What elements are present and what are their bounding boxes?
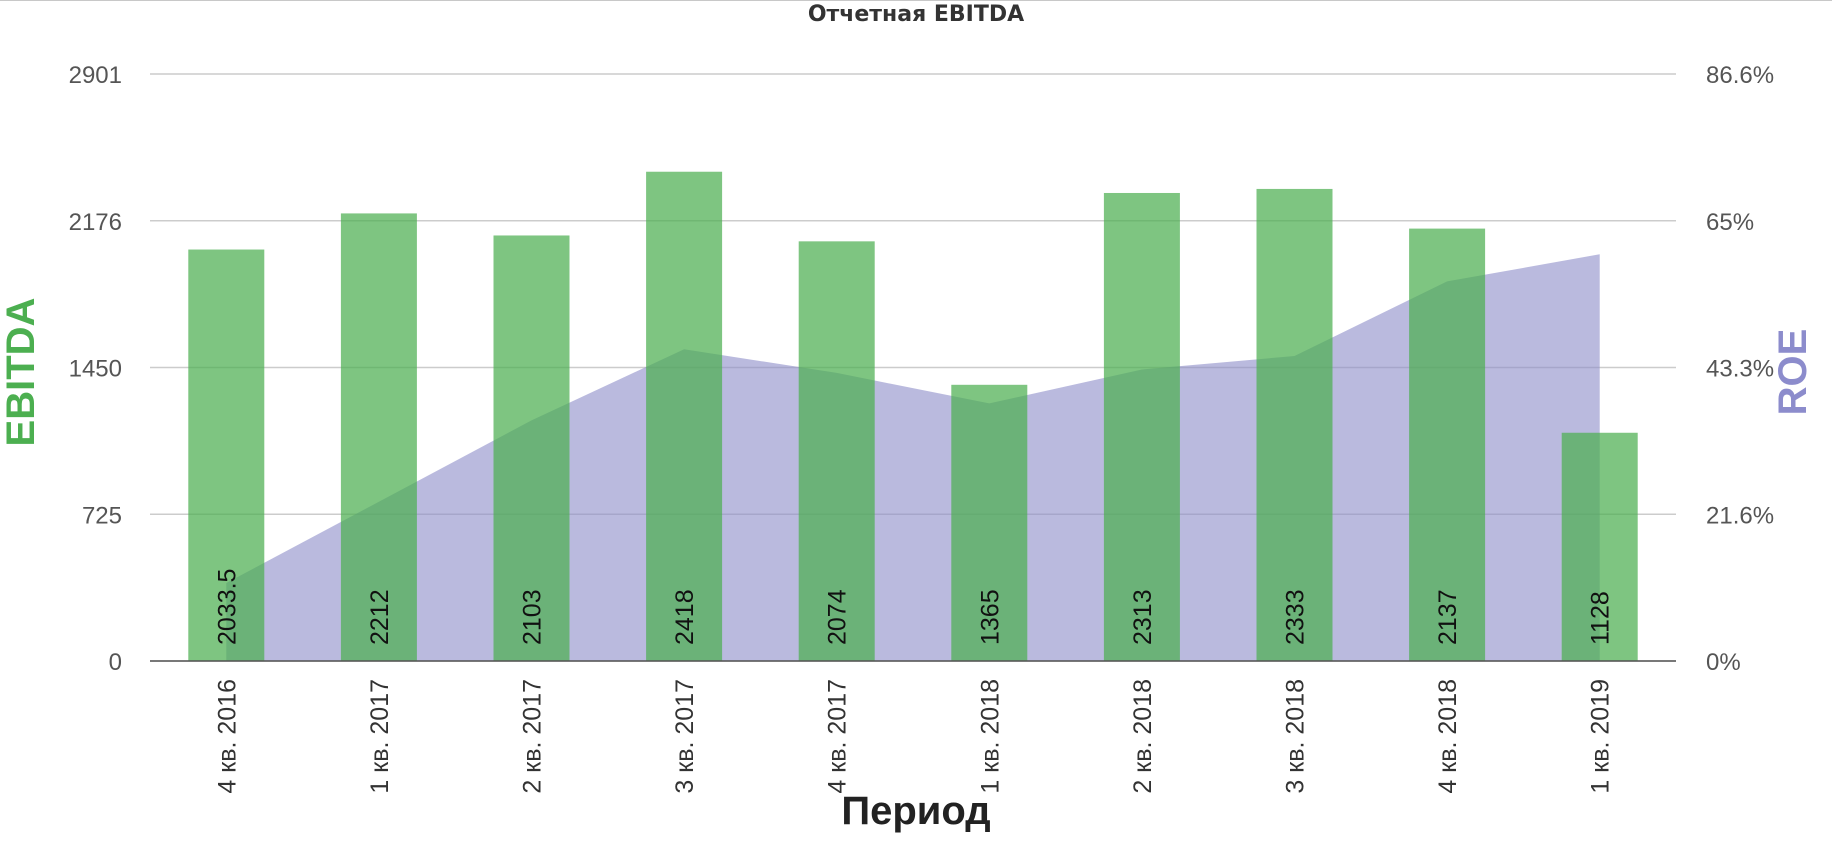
roe-area	[226, 254, 1600, 661]
ebitda-bar	[798, 241, 875, 661]
x-tick-label: 1 кв. 2018	[976, 679, 1004, 794]
data-label: 2033.5	[213, 569, 241, 645]
ebitda-bar	[188, 249, 265, 661]
data-label: 1365	[976, 589, 1004, 645]
left-tick-label: 1450	[69, 356, 122, 383]
right-tick-label: 43.3%	[1706, 356, 1774, 383]
roe-area-layer	[226, 254, 1600, 661]
data-label: 2074	[824, 589, 852, 645]
chart-title: Отчетная EBITDA	[807, 2, 1025, 27]
top-border	[0, 0, 1832, 1]
data-label: 2103	[519, 589, 547, 645]
ebitda-bar	[646, 171, 723, 661]
right-axis-ticks: 0% 21.6% 43.3% 65% 86.6%	[1706, 62, 1774, 676]
x-tick-label: 1 кв. 2017	[366, 679, 394, 794]
data-labels: 2033.5 2212 2103 2418 2074 1365 2313 2333 2137 11…	[213, 569, 1614, 645]
x-tick-label: 1 кв. 2019	[1587, 679, 1615, 794]
data-label: 2137	[1434, 589, 1462, 645]
x-tick-label: 2 кв. 2017	[519, 679, 547, 794]
x-tick-label: 3 кв. 2018	[1282, 679, 1310, 794]
x-axis-ticks: 4 кв. 2016 1 кв. 2017 2 кв. 2017 3 кв. 2017…	[213, 679, 1614, 794]
data-label: 1128	[1587, 591, 1615, 645]
left-axis-title: EBITDA	[0, 298, 43, 447]
ebitda-bar	[951, 384, 1028, 661]
left-tick-label: 725	[82, 502, 122, 529]
x-axis-title: Период	[841, 789, 990, 833]
right-tick-label: 0%	[1706, 649, 1741, 676]
data-label: 2212	[366, 589, 394, 645]
ebitda-bar	[340, 213, 417, 661]
ebitda-bar	[1409, 228, 1486, 662]
ebitda-bar	[1561, 432, 1638, 661]
x-tick-label: 3 кв. 2017	[671, 679, 699, 794]
right-axis-title: ROE	[1771, 329, 1815, 416]
ebitda-bar	[1256, 188, 1333, 661]
right-tick-label: 86.6%	[1706, 62, 1774, 89]
left-tick-label: 0	[109, 649, 122, 676]
x-tick-label: 4 кв. 2016	[213, 679, 241, 794]
left-axis-ticks: 0 725 1450 2176 2901	[69, 62, 122, 676]
data-label: 2313	[1129, 589, 1157, 645]
x-tick-label: 4 кв. 2017	[824, 679, 852, 794]
left-tick-label: 2176	[69, 209, 122, 236]
right-tick-label: 21.6%	[1706, 502, 1774, 529]
x-tick-label: 4 кв. 2018	[1434, 679, 1462, 794]
x-tick-label: 2 кв. 2018	[1129, 679, 1157, 794]
ebitda-bar	[1103, 192, 1180, 662]
data-label: 2333	[1282, 589, 1310, 645]
ebitda-bar	[493, 235, 570, 661]
ebitda-bars	[188, 171, 1638, 662]
right-tick-label: 65%	[1706, 209, 1754, 236]
data-label: 2418	[671, 589, 699, 645]
left-tick-label: 2901	[69, 62, 122, 89]
